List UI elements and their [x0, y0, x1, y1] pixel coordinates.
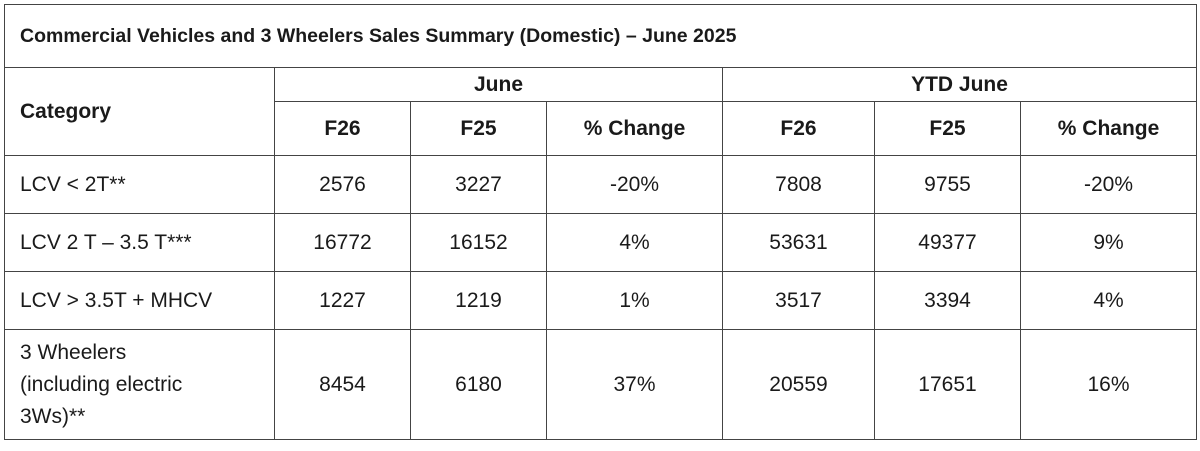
cell-june-f26: 2576	[274, 155, 411, 214]
row-category: LCV > 3.5T + MHCV	[4, 271, 275, 330]
cell-ytd-f25: 3394	[874, 271, 1021, 330]
cell-ytd-f26: 53631	[722, 213, 875, 272]
cell-june-f25: 6180	[410, 329, 547, 440]
subheader-ytd-change: % Change	[1019, 101, 1198, 156]
group-header-june: June	[274, 67, 723, 102]
table-row: LCV > 3.5T + MHCV 1227 1219 1% 3517 3394…	[4, 271, 1198, 330]
sales-summary-table-container: Commercial Vehicles and 3 Wheelers Sales…	[3, 4, 1198, 440]
cell-ytd-f25: 49377	[874, 213, 1021, 272]
cell-june-f26: 8454	[274, 329, 411, 440]
table-row: LCV 2 T – 3.5 T*** 16772 16152 4% 53631 …	[4, 213, 1198, 272]
cell-ytd-f26: 20559	[722, 329, 875, 440]
category-header: Category	[4, 67, 275, 156]
cell-ytd-change: 4%	[1019, 271, 1198, 330]
group-header-ytd-june: YTD June	[721, 67, 1198, 102]
row-category-line: 3 Wheelers	[20, 340, 127, 364]
cell-june-f25: 3227	[410, 155, 547, 214]
subheader-ytd-f25: F25	[874, 101, 1021, 156]
table-row: LCV < 2T** 2576 3227 -20% 7808 9755 -20%	[4, 155, 1198, 214]
cell-ytd-f26: 3517	[722, 271, 875, 330]
subheader-june-f25: F25	[410, 101, 547, 156]
cell-ytd-change: 16%	[1019, 329, 1198, 440]
cell-june-f25: 1219	[410, 271, 547, 330]
cell-june-change: 1%	[546, 271, 723, 330]
subheader-ytd-f26: F26	[722, 101, 875, 156]
row-category: LCV 2 T – 3.5 T***	[4, 213, 275, 272]
cell-june-f26: 1227	[274, 271, 411, 330]
sales-summary-table: Commercial Vehicles and 3 Wheelers Sales…	[3, 4, 1198, 440]
cell-june-change: -20%	[546, 155, 723, 214]
cell-june-change: 37%	[546, 329, 723, 440]
row-category: 3 Wheelers (including electric 3Ws)**	[4, 329, 275, 440]
cell-ytd-f25: 17651	[874, 329, 1021, 440]
cell-june-f25: 16152	[410, 213, 547, 272]
subheader-june-f26: F26	[274, 101, 411, 156]
cell-june-change: 4%	[546, 213, 723, 272]
subheader-june-change: % Change	[546, 101, 723, 156]
cell-ytd-change: -20%	[1019, 155, 1198, 214]
row-category: LCV < 2T**	[4, 155, 275, 214]
cell-ytd-change: 9%	[1019, 213, 1198, 272]
row-category-line: 3Ws)**	[20, 404, 86, 428]
cell-ytd-f25: 9755	[874, 155, 1021, 214]
cell-june-f26: 16772	[274, 213, 411, 272]
row-category-line: (including electric	[20, 372, 183, 396]
table-title: Commercial Vehicles and 3 Wheelers Sales…	[3, 4, 1198, 68]
table-row: 3 Wheelers (including electric 3Ws)** 84…	[4, 329, 1198, 440]
cell-ytd-f26: 7808	[722, 155, 875, 214]
